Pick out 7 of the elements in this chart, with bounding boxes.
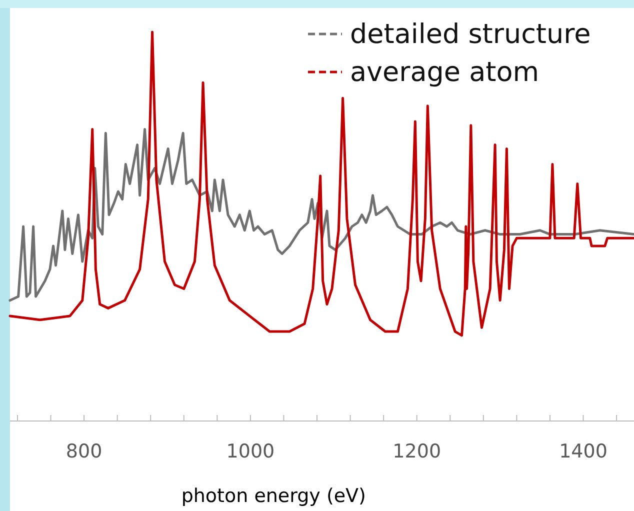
- x-tick-label: 1200: [392, 440, 442, 462]
- x-tick-label: 1400: [559, 440, 608, 462]
- legend-label: detailed structure: [350, 19, 591, 50]
- x-tick-label: 1000: [226, 440, 275, 462]
- x-axis-title: photon energy (eV): [181, 485, 366, 507]
- x-tick-label: 800: [66, 440, 102, 462]
- legend-label: average atom: [350, 57, 540, 88]
